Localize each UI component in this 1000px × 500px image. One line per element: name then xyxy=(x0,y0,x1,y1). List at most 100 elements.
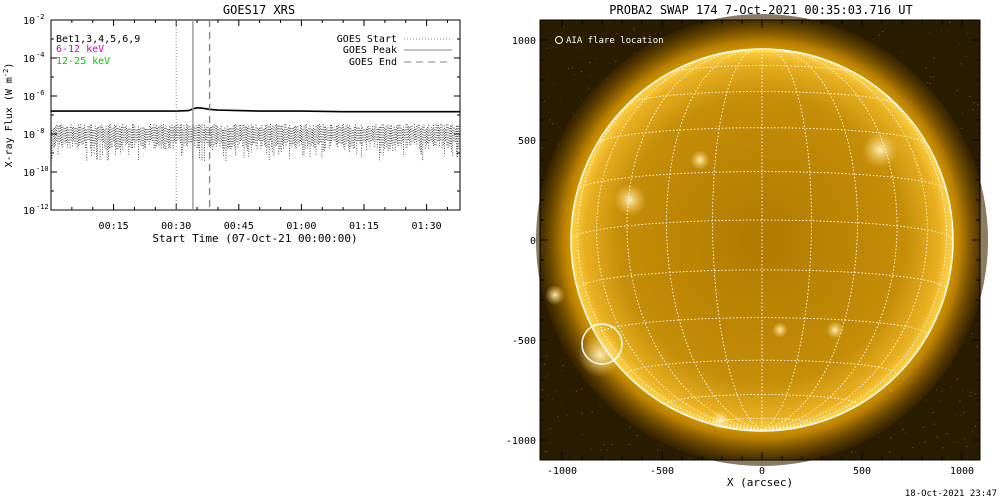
noise-speck xyxy=(540,169,542,171)
noise-speck xyxy=(572,112,575,114)
noise-speck xyxy=(901,50,903,52)
noise-speck xyxy=(972,430,974,433)
noise-speck xyxy=(541,389,543,391)
noise-speck xyxy=(878,34,880,36)
noise-speck xyxy=(633,28,635,30)
noise-speck xyxy=(964,438,966,440)
noise-speck xyxy=(902,428,904,430)
goes-y-axis-label-close: ) xyxy=(4,63,15,69)
goes-y-axis-label: X-ray Flux (W m-2) xyxy=(2,63,15,168)
goes-y-axis-label-main: X-ray Flux (W m xyxy=(4,77,15,167)
noise-speck xyxy=(580,71,583,73)
noise-speck xyxy=(549,119,551,121)
noise-speck xyxy=(929,82,931,84)
noise-speck xyxy=(596,57,598,59)
noise-speck xyxy=(562,364,564,366)
swap-x-tick-label: 500 xyxy=(853,466,871,477)
goes-plot-frame xyxy=(50,19,461,211)
noise-speck xyxy=(655,33,657,35)
legend-goes-end-label: GOES End xyxy=(349,57,397,68)
longitude-line xyxy=(761,49,898,431)
noise-speck xyxy=(580,388,582,390)
noise-speck xyxy=(941,390,943,392)
noise-speck xyxy=(950,386,952,388)
noise-speck xyxy=(905,432,907,434)
noise-speck xyxy=(547,111,549,113)
noise-speck xyxy=(599,402,601,404)
noise-speck xyxy=(969,96,971,98)
noise-speck xyxy=(932,411,934,414)
active-region xyxy=(690,150,710,170)
noise-speck xyxy=(965,55,967,57)
noise-speck xyxy=(962,412,964,415)
swap-y-tick-label: -500 xyxy=(512,336,536,347)
noise-speck xyxy=(661,445,663,447)
noise-speck xyxy=(590,76,592,78)
noise-speck xyxy=(547,394,549,396)
noise-speck xyxy=(607,40,609,42)
goes-y-tick-exponent: -8 xyxy=(36,127,44,135)
goes-y-tick-label: 10 xyxy=(23,16,35,27)
goes-flux-line xyxy=(51,106,460,113)
goes-y-tick-label: 10 xyxy=(23,92,35,103)
noise-speck xyxy=(559,38,562,40)
noise-speck xyxy=(574,457,576,459)
noise-speck xyxy=(956,378,958,380)
noise-speck xyxy=(945,433,948,435)
noise-speck xyxy=(607,458,609,460)
noise-speck xyxy=(947,456,950,459)
noise-speck xyxy=(960,63,962,65)
noise-speck xyxy=(970,391,972,393)
goes-y-tick-exponent: -10 xyxy=(36,165,49,173)
noise-speck xyxy=(630,44,632,46)
noise-speck xyxy=(546,442,548,444)
goes-y-axis-label-sup: -2 xyxy=(2,69,10,77)
noise-speck xyxy=(889,451,891,453)
noise-speck xyxy=(563,26,565,28)
active-region xyxy=(826,321,844,339)
noise-speck xyxy=(928,31,930,33)
active-region xyxy=(614,184,646,216)
noise-speck xyxy=(970,336,972,338)
noise-speck xyxy=(962,390,964,392)
noise-speck xyxy=(926,82,928,84)
noise-speck xyxy=(547,429,549,431)
noise-speck xyxy=(609,21,611,23)
noise-speck xyxy=(595,34,597,36)
noise-speck xyxy=(966,445,968,448)
noise-speck xyxy=(933,76,935,78)
flare-legend-label: AIA flare location xyxy=(566,36,664,46)
longitude-line xyxy=(666,49,763,431)
noise-speck xyxy=(922,426,924,428)
goes-channel-label-1: Bet1,3,4,5,6,9 xyxy=(56,34,140,45)
latitude-line xyxy=(712,417,812,426)
swap-limb-circle xyxy=(570,48,954,432)
goes-y-tick-exponent: -12 xyxy=(36,203,49,211)
goes-title: GOES17 XRS xyxy=(223,3,295,17)
noise-speck xyxy=(602,37,605,39)
noise-speck xyxy=(578,57,580,59)
noise-speck xyxy=(551,47,554,49)
noise-speck xyxy=(587,85,589,87)
noise-speck xyxy=(566,414,568,417)
noise-speck xyxy=(649,20,651,22)
goes-x-tick-label: 01:00 xyxy=(286,221,316,232)
swap-x-tick-label: 0 xyxy=(759,466,765,477)
swap-x-tick-label: -1000 xyxy=(547,466,577,477)
noise-speck xyxy=(545,375,547,378)
noise-speck xyxy=(559,100,561,103)
noise-speck xyxy=(940,30,942,32)
swap-y-tick-label: 0 xyxy=(530,236,536,247)
noise-speck xyxy=(851,451,853,453)
swap-x-axis-label: X (arcsec) xyxy=(727,476,793,489)
goes-x-tick-label: 01:30 xyxy=(412,221,442,232)
noise-speck xyxy=(572,67,574,69)
noise-speck xyxy=(930,76,932,78)
goes-y-tick-label: 10 xyxy=(23,130,35,141)
noise-speck xyxy=(615,61,617,63)
swap-timestamp: 18-Oct-2021 23:47 xyxy=(905,489,997,499)
noise-speck xyxy=(966,33,968,35)
noise-speck xyxy=(557,416,559,418)
noise-speck xyxy=(961,112,964,114)
noise-speck xyxy=(590,448,592,450)
